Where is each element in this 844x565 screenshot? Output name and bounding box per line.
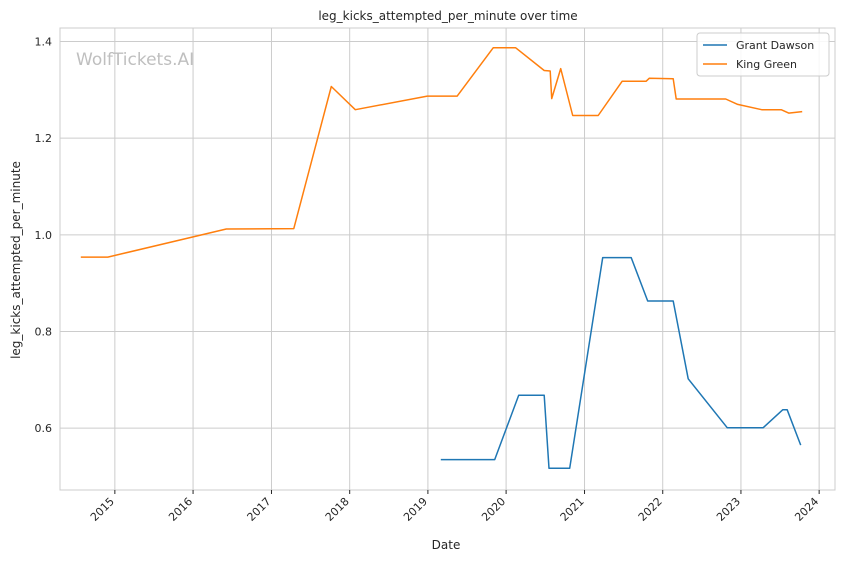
series-line-grant-dawson: [440, 256, 802, 470]
y-tick-labels: 0.6 0.8 1.0 1.2 1.4: [35, 36, 53, 436]
grid-lines: [60, 28, 835, 490]
watermark: WolfTickets.AI: [76, 50, 194, 70]
legend-label-king-green: King Green: [736, 58, 797, 71]
legend-label-grant-dawson: Grant Dawson: [736, 39, 814, 52]
x-axis-label: Date: [432, 538, 461, 552]
y-tick-label: 1.4: [35, 36, 53, 49]
y-axis-label: leg_kicks_attempted_per_minute: [9, 161, 23, 359]
series-layer: [80, 47, 803, 470]
y-tick-label: 0.8: [35, 325, 53, 338]
legend-box: [696, 32, 830, 77]
plot-frame: [59, 27, 836, 491]
y-tick-label: 1.0: [35, 229, 53, 242]
y-tick-label: 0.6: [35, 422, 53, 435]
chart-title: leg_kicks_attempted_per_minute over time: [318, 9, 577, 23]
y-tick-label: 1.2: [35, 132, 53, 145]
legend: Grant Dawson King Green: [696, 32, 830, 77]
series-line-king-green: [80, 47, 803, 258]
